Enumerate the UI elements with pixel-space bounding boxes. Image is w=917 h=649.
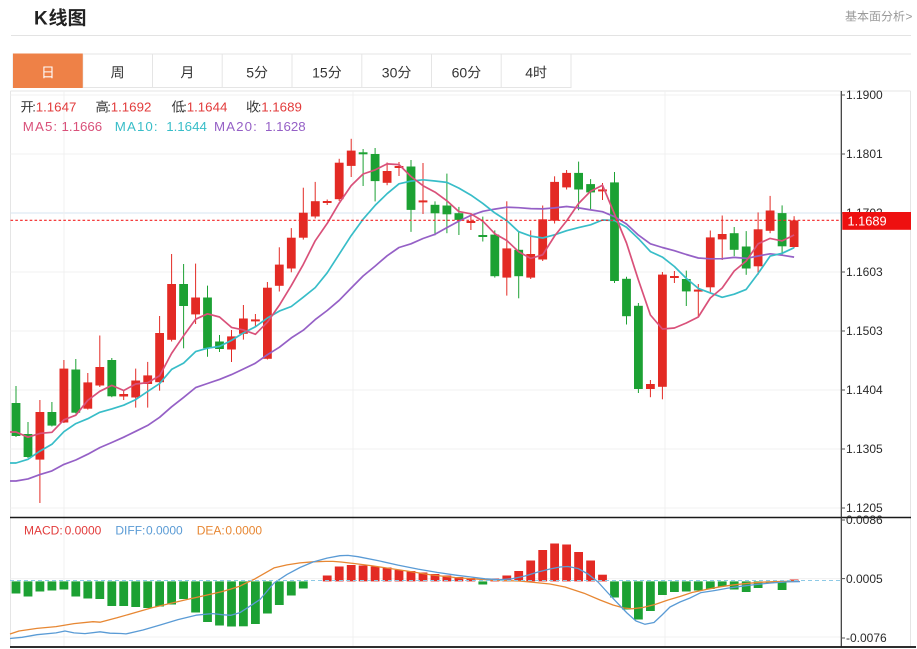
svg-text:1.1503: 1.1503 [846, 324, 883, 338]
svg-text:K: K [34, 9, 48, 30]
svg-text:30: 30 [382, 64, 398, 80]
svg-text::: : [107, 100, 111, 115]
svg-text:0.0000: 0.0000 [146, 524, 183, 538]
svg-text:MA5:: MA5: [23, 119, 58, 134]
svg-text:>: > [905, 10, 912, 24]
svg-text:DIFF:: DIFF: [115, 524, 145, 538]
svg-text:15: 15 [312, 64, 328, 80]
svg-text:1.1900: 1.1900 [846, 88, 883, 102]
svg-text:MACD:: MACD: [24, 524, 63, 538]
svg-text:1.1689: 1.1689 [848, 213, 887, 228]
svg-text:1.1305: 1.1305 [846, 442, 883, 456]
svg-text:1.1644: 1.1644 [187, 100, 228, 115]
svg-text::: : [183, 100, 187, 115]
svg-text:0.0000: 0.0000 [225, 524, 262, 538]
svg-text:5: 5 [246, 64, 254, 80]
svg-text:MA10:: MA10: [115, 119, 159, 134]
svg-text:1.1205: 1.1205 [846, 501, 883, 515]
svg-text:1.1628: 1.1628 [265, 119, 306, 134]
svg-text:0.0086: 0.0086 [846, 513, 883, 527]
svg-text:1.1644: 1.1644 [166, 119, 207, 134]
svg-text:1.1404: 1.1404 [846, 383, 883, 397]
svg-text:4: 4 [525, 64, 533, 80]
svg-text:DEA:: DEA: [197, 524, 225, 538]
svg-text::: : [258, 100, 262, 115]
svg-text:1.1692: 1.1692 [111, 100, 152, 115]
svg-text:MA20:: MA20: [214, 119, 258, 134]
svg-text:0.0005: 0.0005 [846, 572, 883, 586]
svg-text:1.1666: 1.1666 [62, 119, 103, 134]
svg-text:1.1801: 1.1801 [846, 147, 883, 161]
svg-text:1.1647: 1.1647 [36, 100, 77, 115]
svg-text::: : [32, 100, 36, 115]
svg-text:1.1603: 1.1603 [846, 265, 883, 279]
svg-text:1.1689: 1.1689 [261, 100, 302, 115]
svg-text:-0.0076: -0.0076 [846, 631, 887, 645]
svg-text:0.0000: 0.0000 [65, 524, 102, 538]
svg-text:60: 60 [452, 64, 468, 80]
